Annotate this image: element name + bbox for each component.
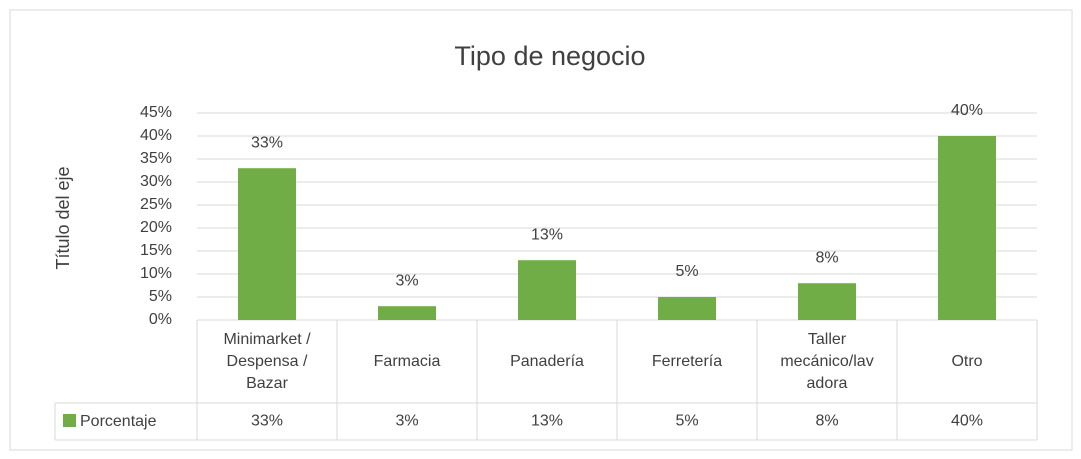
data-label: 33% (251, 134, 283, 151)
legend-label: Porcentaje (80, 413, 157, 430)
x-tick-label: Ferretería (651, 352, 723, 370)
table-value: 33% (251, 413, 283, 430)
y-tick-label: 40% (140, 127, 172, 144)
x-tick-label: Panadería (510, 352, 584, 370)
bar (238, 168, 296, 320)
bar (798, 283, 856, 320)
y-tick-label: 35% (140, 150, 172, 167)
table-value: 5% (675, 413, 698, 430)
data-label: 13% (531, 226, 563, 243)
x-tick-label: Minimarket / Despensa / Bazar (223, 330, 311, 392)
chart-border (9, 9, 1073, 451)
y-tick-label: 10% (140, 265, 172, 282)
legend-swatch (63, 414, 76, 427)
x-tick-label: Taller mecánico/lavadora (780, 330, 874, 392)
x-tick-label: Otro (951, 352, 983, 370)
table-value: 8% (815, 413, 838, 430)
y-tick-label: 30% (140, 173, 172, 190)
bar (658, 297, 716, 320)
data-label: 8% (815, 249, 838, 266)
chart-title: Tipo de negocio (454, 41, 645, 71)
y-tick-label: 15% (140, 242, 172, 259)
y-tick-label: 25% (140, 196, 172, 213)
table-value: 13% (531, 413, 563, 430)
y-tick-label: 0% (149, 311, 172, 328)
data-label: 3% (395, 272, 418, 289)
y-tick-label: 45% (140, 104, 172, 121)
x-tick-label: Farmacia (373, 352, 441, 370)
y-axis-title: Título del eje (53, 166, 73, 269)
y-tick-label: 5% (149, 288, 172, 305)
table-value: 3% (395, 413, 418, 430)
bar (378, 306, 436, 320)
data-label: 40% (951, 102, 983, 119)
table-value: 40% (951, 413, 983, 430)
bar (938, 136, 996, 320)
bar (518, 260, 576, 320)
y-tick-label: 20% (140, 219, 172, 236)
data-label: 5% (675, 263, 698, 280)
